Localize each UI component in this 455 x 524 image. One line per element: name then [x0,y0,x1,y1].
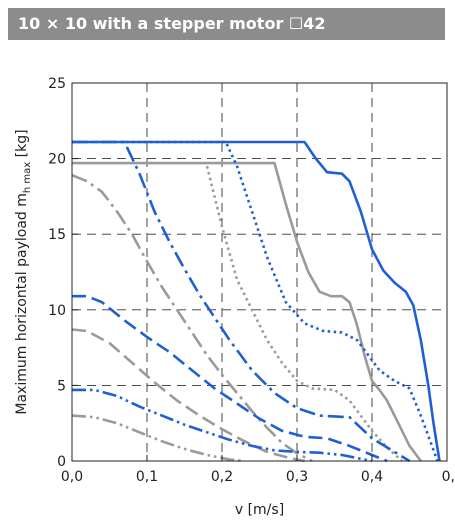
header-bar: 10 × 10 with a stepper motor ☐42 [8,8,445,40]
x-tick-label: 0,1 [136,469,158,485]
tick-marks [71,82,448,462]
series-line-2 [72,161,422,462]
series-line-1 [72,140,441,462]
x-axis-label: v [m/s] [235,502,284,518]
series-line-10 [71,414,245,463]
series-line-9 [72,388,373,463]
series-group [71,140,441,463]
x-tick-label: 0, [442,469,455,485]
series-line-4 [205,165,403,462]
x-tick-label: 0,3 [286,469,308,485]
y-tick-label: 15 [48,227,66,243]
series-line-5 [72,140,411,463]
y-tick-label: 0 [57,454,66,470]
y-tick-label: 25 [48,76,66,92]
grid-lines [72,83,447,461]
x-tick-labels: 0,0 0,1 0,2 0,3 0,4 0, [61,469,455,485]
series-line-7 [72,294,388,463]
x-tick-label: 0,2 [211,469,233,485]
y-axis-label-sub: h max [22,162,33,193]
y-axis-label: Maximum horizontal payload mh max [kg] [14,129,33,414]
y-tick-label: 10 [48,303,66,319]
series-line-6 [71,173,313,463]
x-tick-label: 0,0 [61,469,83,485]
y-axis-label-unit: [kg] [14,129,30,161]
y-tick-label: 20 [48,152,66,168]
y-tick-label: 5 [57,378,66,394]
series-line-8 [71,328,305,463]
y-tick-labels: 0 5 10 15 20 25 [48,76,66,470]
series-line-3 [72,140,439,462]
x-tick-label: 0,4 [361,469,383,485]
chart-header-title: 10 × 10 with a stepper motor ☐42 [18,14,326,33]
y-axis-label-main: Maximum horizontal payload m [14,193,30,414]
plot-frame [71,82,448,462]
